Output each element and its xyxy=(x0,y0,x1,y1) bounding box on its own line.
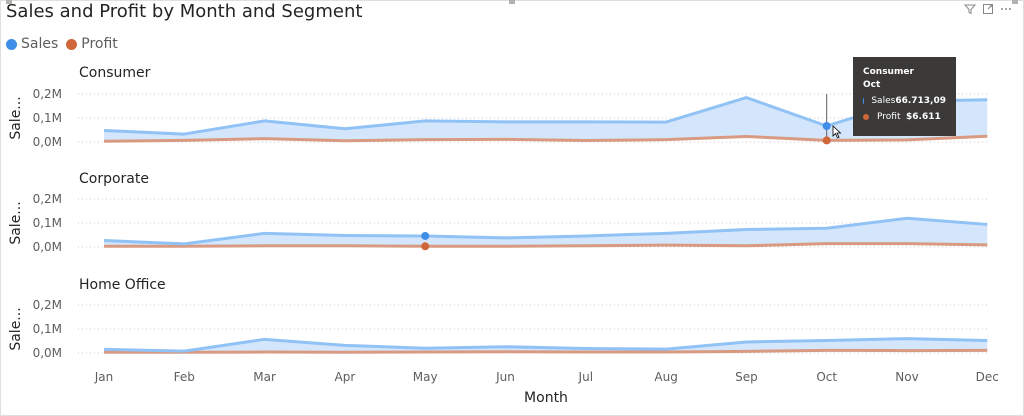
y-axis-title: Sale... xyxy=(8,201,24,244)
legend-marker-profit xyxy=(66,38,78,50)
legend-item-profit[interactable]: Profit xyxy=(66,36,118,52)
chart-legend: Sales Profit xyxy=(6,36,118,52)
profit-point-highlight[interactable] xyxy=(822,136,831,145)
x-tick-label: Nov xyxy=(895,370,918,384)
legend-label-sales: Sales xyxy=(21,36,59,52)
x-tick-label: Mar xyxy=(253,370,276,384)
chart-title: Sales and Profit by Month and Segment xyxy=(6,1,363,22)
y-axis-title: Sale... xyxy=(8,96,24,139)
top-resize-handle-center[interactable] xyxy=(509,0,515,4)
sales-point-highlight[interactable] xyxy=(822,121,831,130)
sales-line-consumer[interactable] xyxy=(103,96,988,136)
x-tick-label: Feb xyxy=(174,370,195,384)
y-tick-label: 0,1M xyxy=(33,216,62,230)
x-axis-title: Month xyxy=(524,390,568,406)
sales-line-corporate[interactable] xyxy=(103,216,988,246)
x-tick-label: Aug xyxy=(654,370,677,384)
y-tick-label: 0,0M xyxy=(33,240,62,254)
y-tick-label: 0,0M xyxy=(33,346,62,360)
profit-line-consumer[interactable] xyxy=(103,134,988,143)
legend-item-sales[interactable]: Sales xyxy=(6,36,58,52)
panel-title-home-office: Home Office xyxy=(79,277,166,293)
focus-mode-icon[interactable] xyxy=(982,3,994,15)
tooltip-row-profit: Profit $6.611 xyxy=(863,112,946,122)
y-tick-label: 0,2M xyxy=(33,87,62,101)
tooltip-month: Oct xyxy=(863,80,881,90)
x-tick-label: Jan xyxy=(94,370,114,384)
sales-area-corporate xyxy=(104,218,988,247)
more-options-icon[interactable] xyxy=(1000,3,1012,15)
profit-point-highlight[interactable] xyxy=(421,242,430,251)
profit-line-corporate[interactable] xyxy=(104,242,988,248)
sales-area-consumer xyxy=(104,97,988,142)
tooltip-label-profit: Profit xyxy=(877,112,901,122)
sales-point-highlight[interactable] xyxy=(421,231,430,240)
legend-marker-sales xyxy=(6,38,17,50)
top-resize-handle-right[interactable] xyxy=(1012,0,1018,4)
x-tick-label: Oct xyxy=(816,370,837,384)
x-tick-label: Jun xyxy=(495,370,515,384)
tooltip-marker-profit xyxy=(863,114,869,120)
tooltip-segment: Consumer xyxy=(863,67,914,77)
tooltip-row-sales: Sales 66.713,09 xyxy=(863,96,946,106)
y-tick-label: 0,2M xyxy=(33,298,62,312)
tooltip-value-sales: 66.713,09 xyxy=(895,96,946,106)
y-tick-label: 0,0M xyxy=(33,135,62,149)
panel-title-corporate: Corporate xyxy=(79,171,149,187)
legend-label-profit: Profit xyxy=(81,36,118,52)
sales-line-home-office[interactable] xyxy=(103,337,988,353)
top-resize-handle[interactable] xyxy=(6,0,12,4)
y-tick-label: 0,1M xyxy=(33,322,62,336)
x-tick-label: Jul xyxy=(578,370,593,384)
y-tick-label: 0,2M xyxy=(33,192,62,206)
y-axis-title: Sale... xyxy=(8,307,24,350)
filter-icon[interactable] xyxy=(963,3,977,15)
data-tooltip: Consumer Oct Sales 66.713,09 Profit $6.6… xyxy=(853,57,956,136)
panel-title-consumer: Consumer xyxy=(79,65,151,81)
x-tick-label: Sep xyxy=(735,370,758,384)
tooltip-value-profit: $6.611 xyxy=(906,112,941,122)
x-tick-label: May xyxy=(413,370,438,384)
visual-header xyxy=(963,3,1012,15)
x-tick-label: Dec xyxy=(976,370,999,384)
profit-line-home-office[interactable] xyxy=(104,348,988,354)
mouse-pointer-icon xyxy=(832,124,842,139)
tooltip-label-sales: Sales xyxy=(871,96,896,106)
x-tick-label: Apr xyxy=(335,370,356,384)
y-tick-label: 0,1M xyxy=(33,111,62,125)
